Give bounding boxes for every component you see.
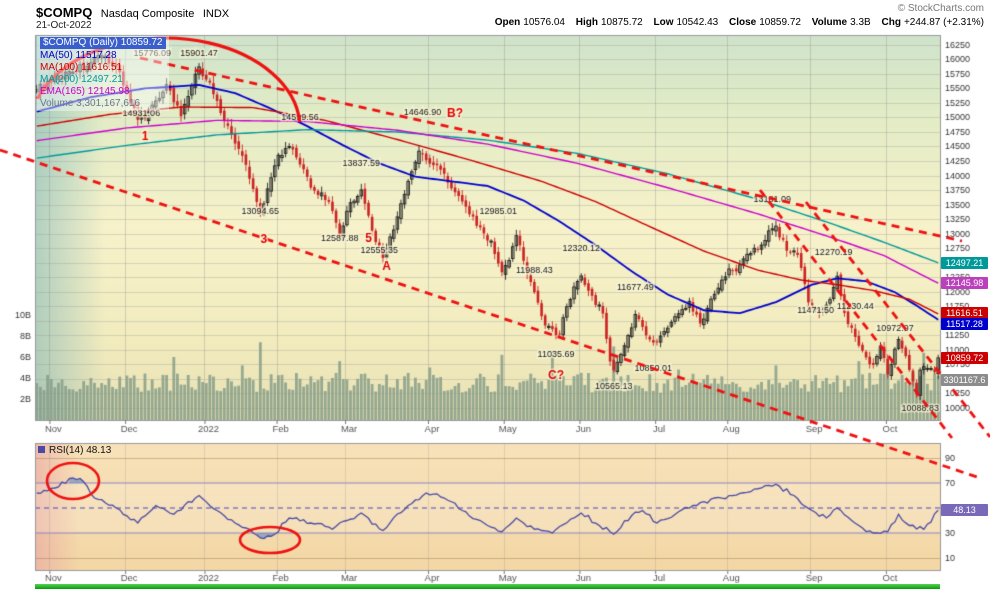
symbol-name: Nasdaq Composite	[100, 8, 195, 20]
open-value: 10576.04	[523, 17, 565, 28]
rsi-legend: RSI(14) 48.13	[38, 445, 111, 456]
bottom-green-bar	[35, 584, 940, 589]
quote-bar: Open 10576.04 High 10875.72 Low 10542.43 Cl…	[487, 17, 984, 28]
open-label: Open	[494, 17, 521, 28]
chart-header: $COMPQ Nasdaq Composite INDX	[36, 4, 229, 22]
volume-value: 3.3B	[850, 17, 871, 28]
high-label: High	[575, 17, 598, 28]
close-label: Close	[729, 17, 757, 28]
chart-date: 21-Oct-2022	[36, 20, 92, 31]
symbol: $COMPQ	[36, 5, 93, 20]
legend-ma100: MA(100) 11616.51	[40, 62, 123, 73]
rsi-icon	[38, 446, 45, 453]
chg-value: +244.87 (+2.31%)	[903, 17, 984, 28]
axis-value-box: 48.13	[941, 504, 988, 516]
axis-value-box: 11616.51	[941, 307, 988, 319]
rsi-legend-text: RSI(14) 48.13	[49, 445, 112, 456]
legend-title: $COMPQ (Daily) 10859.72	[40, 37, 166, 49]
chart-legend: $COMPQ (Daily) 10859.72 MA(50) 11517.28 …	[37, 36, 169, 111]
close-value: 10859.72	[759, 17, 801, 28]
axis-value-box: 12145.98	[941, 277, 988, 289]
axis-value-box: 3301167.6	[941, 374, 988, 386]
low-label: Low	[653, 17, 674, 28]
exchange: INDX	[202, 8, 230, 20]
high-value: 10875.72	[601, 17, 643, 28]
volume-label: Volume	[811, 17, 848, 28]
legend-ma50: MA(50) 11517.28	[40, 50, 117, 61]
axis-value-box: 10859.72	[941, 352, 988, 364]
chg-label: Chg	[881, 17, 901, 28]
legend-volume: Volume 3,301,167,616	[40, 98, 141, 109]
legend-ma200: MA(200) 12497.21	[40, 74, 123, 85]
axis-value-box: 11517.28	[941, 318, 988, 330]
legend-ema165: EMA(165) 12145.98	[40, 86, 130, 97]
copyright: © StockCharts.com	[897, 3, 984, 14]
low-value: 10542.43	[676, 17, 719, 28]
axis-value-box: 12497.21	[941, 257, 988, 269]
